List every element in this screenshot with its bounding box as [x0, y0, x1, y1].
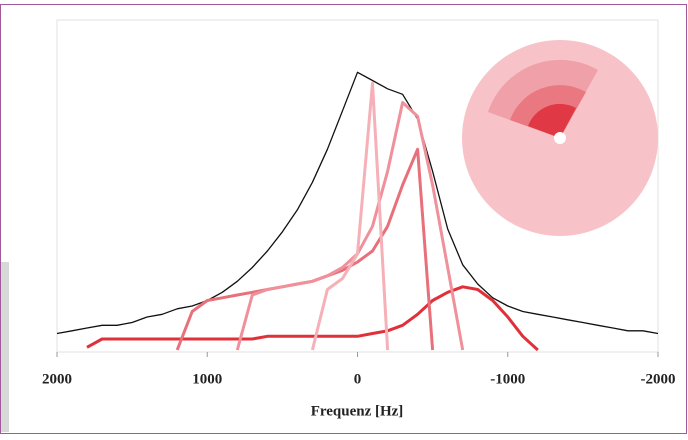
x-axis-label: Frequenz [Hz]: [311, 403, 404, 419]
inset-diagram: [462, 40, 658, 236]
x-tick-label: 2000: [42, 371, 72, 387]
side-strip: [1, 262, 9, 432]
x-tick-label: 1000: [192, 371, 222, 387]
series-line: [310, 81, 390, 351]
series-line: [86, 285, 539, 352]
x-tick-label: -2000: [641, 371, 676, 387]
x-tick-label: -1000: [490, 371, 525, 387]
series-line: [235, 101, 465, 351]
x-tick-label: 0: [354, 371, 362, 387]
series-line: [56, 71, 659, 335]
